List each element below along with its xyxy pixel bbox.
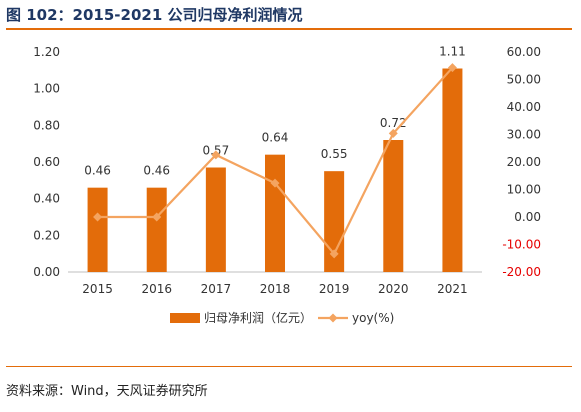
category-label: 2021 [437,282,468,296]
left-tick-label: 0.60 [33,155,60,169]
left-axis-ticks: 0.00 0.20 0.40 0.60 0.80 1.00 1.20 [33,45,60,279]
yoy-point [270,178,280,188]
bar [442,68,463,272]
yoy-point [329,249,339,259]
bar-value-label: 0.46 [143,164,170,178]
left-tick-label: 0.00 [33,265,60,279]
right-tick-label: 30.00 [507,128,541,142]
legend-line-label: yoy(%) [352,311,394,325]
right-tick-label: 50.00 [507,73,541,87]
source-note: 资料来源：Wind，天风证券研究所 [6,384,208,399]
left-tick-label: 0.20 [33,228,60,242]
combo-chart: 0.00 0.20 0.40 0.60 0.80 1.00 1.20 -20.00 -10.0… [33,45,541,326]
yoy-point [388,128,398,138]
yoy-point [447,63,457,73]
category-label: 2016 [141,282,172,296]
legend-bar-swatch [170,313,200,323]
bar-series [87,68,463,272]
category-labels: 2015 2016 2017 2018 2019 2020 2021 [82,282,467,296]
bar [383,140,404,272]
right-axis-ticks: -20.00 -10.00 0.00 10.00 20.00 30.00 40.00 50.0… [502,45,541,279]
right-tick-label: 10.00 [507,183,541,197]
legend-bar-label: 归母净利润（亿元） [204,310,312,325]
yoy-point [152,212,162,222]
left-tick-label: 1.00 [33,82,60,96]
yoy-point [211,150,221,160]
bar [265,154,285,272]
category-label: 2019 [319,282,350,296]
yoy-markers [93,63,457,259]
left-tick-label: 1.20 [33,45,60,59]
source-rule [6,366,572,367]
bar [205,167,226,272]
bar-value-label: 1.11 [439,45,466,59]
right-tick-label: -20.00 [502,265,541,279]
bar-value-label: 0.46 [84,164,111,178]
bar [146,187,167,272]
right-tick-label: 40.00 [507,100,541,114]
category-label: 2020 [378,282,409,296]
right-tick-label: 20.00 [507,155,541,169]
right-tick-label: 60.00 [507,45,541,59]
figure-title: 图 102：2015-2021 公司归母净利润情况 [6,6,303,24]
right-tick-label: -10.00 [502,238,541,252]
bar-value-label: 0.55 [321,147,348,161]
right-tick-label: 0.00 [514,210,541,224]
yoy-point [93,212,103,222]
category-label: 2015 [82,282,113,296]
category-label: 2018 [260,282,291,296]
category-label: 2017 [201,282,232,296]
bar-value-label: 0.64 [262,131,289,145]
legend-line-marker [328,313,338,323]
title-rule [6,28,572,30]
legend: 归母净利润（亿元） yoy(%) [170,310,394,325]
bar [87,187,108,272]
left-tick-label: 0.80 [33,118,60,132]
left-tick-label: 0.40 [33,192,60,206]
